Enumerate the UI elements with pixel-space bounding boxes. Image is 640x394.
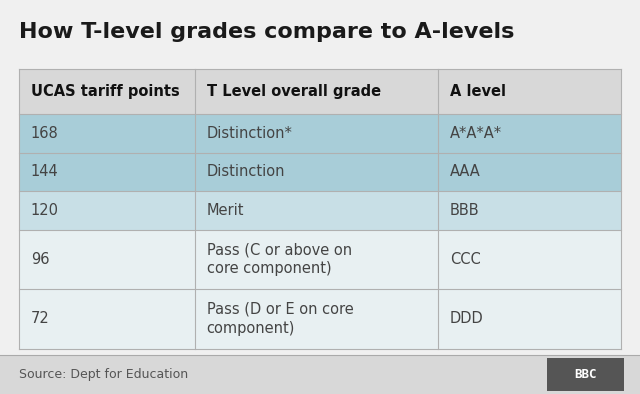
Text: Distinction: Distinction — [207, 164, 285, 179]
Text: 144: 144 — [31, 164, 58, 179]
Text: UCAS tariff points: UCAS tariff points — [31, 84, 179, 99]
Text: AAA: AAA — [450, 164, 481, 179]
Text: DDD: DDD — [450, 311, 484, 326]
Text: Pass (D or E on core
component): Pass (D or E on core component) — [207, 302, 353, 336]
Text: 96: 96 — [31, 252, 49, 267]
Text: 72: 72 — [31, 311, 49, 326]
Text: How T-level grades compare to A-levels: How T-level grades compare to A-levels — [19, 22, 515, 42]
Text: CCC: CCC — [450, 252, 481, 267]
Text: Merit: Merit — [207, 203, 244, 218]
Text: T Level overall grade: T Level overall grade — [207, 84, 381, 99]
Text: Pass (C or above on
core component): Pass (C or above on core component) — [207, 242, 352, 277]
Text: BBC: BBC — [574, 368, 597, 381]
Text: Distinction*: Distinction* — [207, 126, 292, 141]
Text: A level: A level — [450, 84, 506, 99]
Text: BBB: BBB — [450, 203, 479, 218]
Text: Source: Dept for Education: Source: Dept for Education — [19, 368, 188, 381]
Text: 168: 168 — [31, 126, 58, 141]
Text: 120: 120 — [31, 203, 59, 218]
Text: A*A*A*: A*A*A* — [450, 126, 502, 141]
